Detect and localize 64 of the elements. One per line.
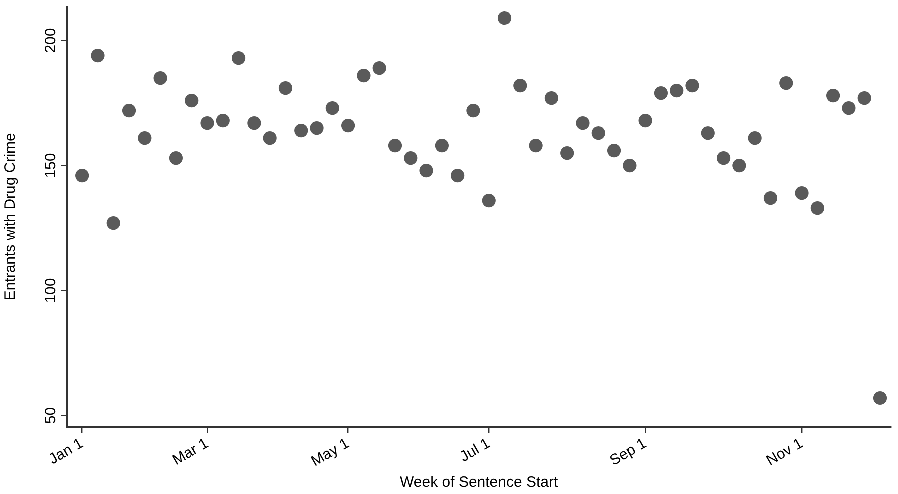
point [466,104,480,118]
point [638,114,652,128]
point [764,191,778,206]
point [686,78,700,93]
point [216,114,230,128]
point [372,61,386,76]
point [169,151,184,166]
point [294,124,308,138]
point [232,51,246,66]
x-tick-label: Sep 1 [607,435,650,470]
point [716,151,731,166]
point [842,101,856,116]
point [544,91,558,106]
point [748,131,762,146]
x-tick-label: Jul 1 [457,435,494,466]
point [357,68,371,83]
point [185,94,199,108]
point [154,71,168,86]
point [451,168,465,183]
point [342,118,356,133]
point [435,138,449,153]
x-tick-label: Mar 1 [170,435,212,470]
x-axis-title: Week of Sentence Start [400,474,559,492]
point [873,391,888,406]
point [826,88,840,103]
point [482,194,496,208]
point [623,158,637,173]
point [388,138,402,153]
point [404,151,418,166]
y-axis-title: Entrants with Drug Crime [2,133,20,301]
point [654,86,668,100]
point [76,168,90,183]
point [263,131,277,146]
x-tick-label: Nov 1 [764,435,806,470]
point [200,116,214,130]
y-tick-label: 150 [42,153,60,178]
point [326,101,340,116]
point [248,116,262,130]
point [138,131,152,146]
point [278,81,293,96]
point [106,216,120,230]
x-tick-label: May 1 [308,435,352,470]
point [514,78,528,93]
y-tick-label: 50 [42,407,60,424]
point [576,116,590,130]
point [607,144,622,158]
point [529,138,543,153]
y-tick-label: 100 [42,278,60,304]
point [122,104,136,118]
point [670,84,684,98]
point [810,201,824,216]
point [858,91,872,106]
x-tick-label: Jan 1 [46,435,86,468]
point [560,146,574,160]
point [795,186,809,200]
point [91,48,105,63]
point [701,126,715,140]
point [732,158,746,173]
point [498,12,512,26]
point [420,164,434,178]
point [310,121,324,136]
point [780,76,794,90]
point [592,126,606,140]
y-tick-label: 200 [42,28,60,54]
